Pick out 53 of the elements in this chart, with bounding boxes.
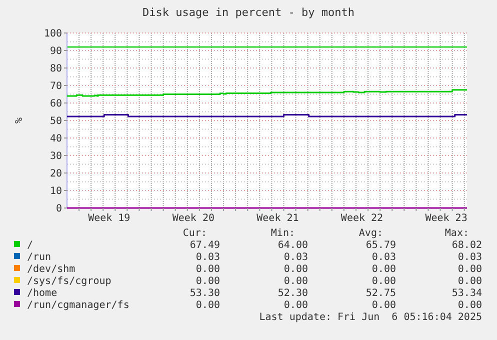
text: Max: <box>444 228 469 239</box>
text: Avg: <box>358 228 383 239</box>
y-tick-label: 20 <box>50 168 62 180</box>
y-tick-label: 90 <box>50 46 62 57</box>
y-tick-label: 30 <box>50 151 62 162</box>
y-tick-label: 40 <box>50 134 62 144</box>
text: 0.03 <box>284 252 308 263</box>
text: 0.03 <box>372 252 396 263</box>
text: 52.30 <box>278 288 308 299</box>
text: Cur: <box>182 228 207 239</box>
text: 0.00 <box>458 300 482 311</box>
text: 53.34 <box>452 288 482 299</box>
legend-label: /sys/fs/cgroup <box>27 276 112 287</box>
text: 64.00 <box>278 240 308 251</box>
text: 68.02 <box>452 240 482 251</box>
x-tick-label: Week 19 <box>88 213 130 224</box>
text: 0.00 <box>284 300 308 311</box>
text: Last update: Fri Jun 6 05:16:04 2025 <box>259 312 482 323</box>
legend-label: /dev/shm <box>27 264 76 275</box>
text: Min: <box>270 228 295 239</box>
y-tick-label: 50 <box>50 116 62 127</box>
text: 0.00 <box>372 300 396 311</box>
text: 0.00 <box>284 276 308 287</box>
text: 0.00 <box>458 264 482 275</box>
y-tick-label: 60 <box>50 98 62 110</box>
text: 0.00 <box>196 300 220 311</box>
chart-title: Disk usage in percent - by month <box>142 6 354 19</box>
x-tick-label: Week 21 <box>256 213 299 224</box>
y-axis-title: % <box>14 117 25 124</box>
y-tick-label: 0 <box>56 204 62 214</box>
text: 0.03 <box>458 252 482 263</box>
legend-label: /run/cgmanager/fs <box>27 300 130 311</box>
y-tick-label: 10 <box>50 186 62 197</box>
text: 65.79 <box>366 240 396 251</box>
legend-label: / <box>27 240 34 251</box>
text: 0.00 <box>458 276 482 287</box>
text: 0.00 <box>284 264 308 275</box>
text: 0.00 <box>372 276 396 287</box>
text: 0.03 <box>196 252 220 263</box>
text: 0.00 <box>196 276 220 287</box>
text: 52.75 <box>366 288 396 299</box>
x-tick-label: Week 23 <box>425 213 468 224</box>
y-tick-label: 80 <box>50 64 62 74</box>
legend-label: /run <box>27 252 52 263</box>
legend-label: /home <box>27 288 58 299</box>
text: 0.00 <box>196 264 220 275</box>
text: 67.49 <box>190 240 220 251</box>
text: 0.00 <box>372 264 396 275</box>
x-tick-label: Week 20 <box>172 213 215 224</box>
y-tick-label: 70 <box>50 81 62 92</box>
text: 53.30 <box>190 288 220 299</box>
y-tick-label: 100 <box>44 28 62 40</box>
x-tick-label: Week 22 <box>340 213 384 224</box>
